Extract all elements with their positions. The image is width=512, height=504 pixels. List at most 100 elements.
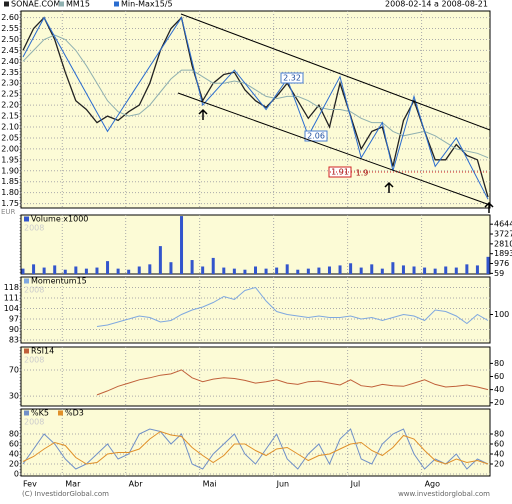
y-tick-label: 2.15 [1,112,19,121]
series-line [22,428,489,470]
y-tick-label: 30 [9,392,19,401]
panel [20,276,491,344]
volume-bar [158,246,162,274]
x-tick-label: Jun [276,480,290,489]
volume-bar [296,269,300,274]
y2-tick-label: 100 [494,310,509,319]
volume-bar [63,269,67,274]
volume-bar [254,266,257,274]
legend-label: %K5 [31,409,49,418]
legend-swatch [4,1,9,7]
legend-label: Min-Max15/5 [121,0,173,9]
volume-bar [454,267,458,274]
volume-bar [433,268,437,274]
volume-bar [95,267,99,274]
volume-bar [475,265,479,274]
volume-bar [201,266,205,274]
y-tick-label: 1.95 [1,155,19,164]
series-line [22,34,489,159]
legend-swatch [58,410,63,416]
volume-bar [412,266,416,274]
y2-tick-label: 40 [494,385,504,394]
y-tick-label: 2.00 [1,144,19,153]
y2-tick-label: 976 [494,259,509,268]
volume-bar [370,264,374,274]
legend-label: MM15 [66,0,90,9]
y-tick-label: 2.45 [1,46,19,55]
volume-bar [32,264,36,274]
volume-bar [190,260,194,274]
volume-bar [169,262,173,274]
x-tick-label: Ago [425,480,441,489]
volume-bar [327,266,331,274]
volume-bar [106,261,110,274]
legend-swatch [59,1,64,7]
x-tick-label: Abr [129,480,144,489]
y-tick-label: 2.55 [1,24,19,33]
volume-bar [84,268,88,274]
y2-tick-label: 40 [494,450,504,459]
volume-bar [380,268,384,274]
y2-tick-label: 80 [494,430,504,439]
y-tick-label: 1.80 [1,188,19,197]
y-tick-label: 2.60 [1,13,19,22]
y2-tick-label: 59 [494,269,504,278]
volume-bar [275,267,279,274]
annotation: 2.06 [307,132,325,141]
y-tick-label: 2.35 [1,68,19,77]
annotation-box [304,130,328,142]
y-tick-label: 111 [4,294,19,303]
volume-bar [349,263,353,274]
y-tick-label: 118 [4,283,19,292]
y-tick-label: 40 [9,450,19,459]
legend-swatch [24,278,29,284]
volume-bar [338,265,342,274]
legend-label: SONAE.COM [11,0,60,9]
legend-label: Volume x1000 [31,215,88,224]
y2-tick-label: 80 [494,359,504,368]
volume-bar [306,268,310,274]
arrow [198,108,208,120]
legend-swatch [24,348,29,354]
y-tick-label: 80 [9,430,19,439]
y-tick-label: 2.10 [1,123,19,132]
y2-tick-label: 3727 [494,230,512,239]
panel [20,10,491,209]
legend-label: %D3 [65,409,84,418]
volume-bar [137,266,141,274]
annotation-box [280,72,304,84]
y2-tick-label: 60 [494,372,504,381]
volume-bar [180,216,184,274]
volume-bar [391,262,395,274]
series-line [96,369,489,396]
footer-left: (C) InvestidorGlobal.com [22,490,109,498]
y-tick-label: 97 [9,315,19,324]
panel [20,408,491,477]
volume-bar [211,257,215,274]
y-tick-label: 83 [9,336,19,345]
trend-line [177,92,491,206]
y-tick-label: 20 [9,460,19,469]
arrow [484,201,494,213]
y2-tick-label: 60 [494,440,504,449]
y-tick-label: 2.20 [1,101,19,110]
volume-bar [148,264,152,274]
volume-bar [264,268,268,274]
arrow [384,181,394,193]
legend-swatch [24,410,29,416]
x-tick-label: Mai [203,480,217,489]
y-tick-label: 1.90 [1,166,19,175]
y-tick-label: 90 [9,325,19,334]
y2-tick-label: 2810 [494,239,512,248]
volume-bar [486,256,490,274]
legend-swatch [114,1,119,7]
volume-bar [232,268,236,274]
panel [20,346,491,407]
series-line [22,430,489,465]
legend-label: RSI14 [31,347,54,356]
y-tick-label: 2.25 [1,90,19,99]
annotation: 1.9 [356,169,369,178]
trend-line [180,13,491,131]
y-tick-label: 1.85 [1,177,19,186]
y-tick-label: 104 [4,304,19,313]
